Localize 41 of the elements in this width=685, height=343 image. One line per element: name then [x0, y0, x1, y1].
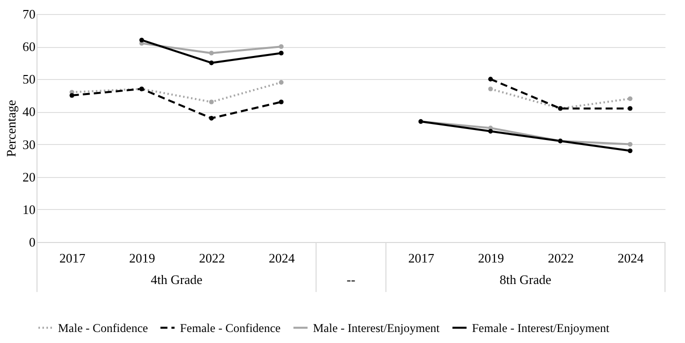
x-tick-label: 2022 [548, 250, 574, 266]
point [278, 44, 284, 49]
x-tick-label: 2022 [198, 250, 225, 266]
point [278, 80, 284, 85]
point [209, 60, 214, 66]
text: 4th Grade [150, 272, 203, 287]
point [278, 100, 284, 104]
x-tick-label: 2024 [618, 250, 644, 266]
x-tick-label: 2019 [129, 250, 156, 266]
legend-label: Male - Confidence [58, 320, 148, 335]
point [209, 100, 214, 104]
text: 8th Grade [500, 272, 552, 287]
y-tick-label: 60 [22, 39, 36, 54]
point [488, 76, 493, 82]
y-tick-label: 30 [22, 136, 36, 152]
point [628, 148, 632, 154]
x-tick-label: 2019 [478, 250, 504, 266]
point [70, 93, 74, 98]
y-tick-label: 70 [22, 6, 36, 22]
y-tick-label: 50 [22, 72, 36, 87]
point [488, 86, 493, 92]
y-axis-title: Percentage [4, 100, 18, 158]
y-tick-label: 10 [22, 202, 36, 217]
point [628, 106, 632, 111]
x-tick-label: 2017 [59, 250, 86, 266]
legend-label: Female - Interest/Enjoyment [472, 320, 610, 335]
legend-label: Female - Confidence [180, 320, 281, 335]
legend-label: Male - Interest/Enjoyment [313, 320, 440, 335]
point [209, 116, 214, 121]
point [209, 50, 214, 56]
point [488, 128, 493, 134]
x-tick-label: 2017 [408, 250, 435, 266]
point [139, 38, 144, 42]
y-tick-label: 20 [22, 169, 36, 184]
y-tick-label: 0 [29, 234, 36, 250]
point [628, 142, 632, 147]
point [628, 96, 632, 102]
point [278, 50, 284, 56]
y-tick-label: 40 [22, 104, 36, 120]
text: -- [346, 272, 356, 287]
x-tick-label: 2024 [268, 250, 296, 266]
